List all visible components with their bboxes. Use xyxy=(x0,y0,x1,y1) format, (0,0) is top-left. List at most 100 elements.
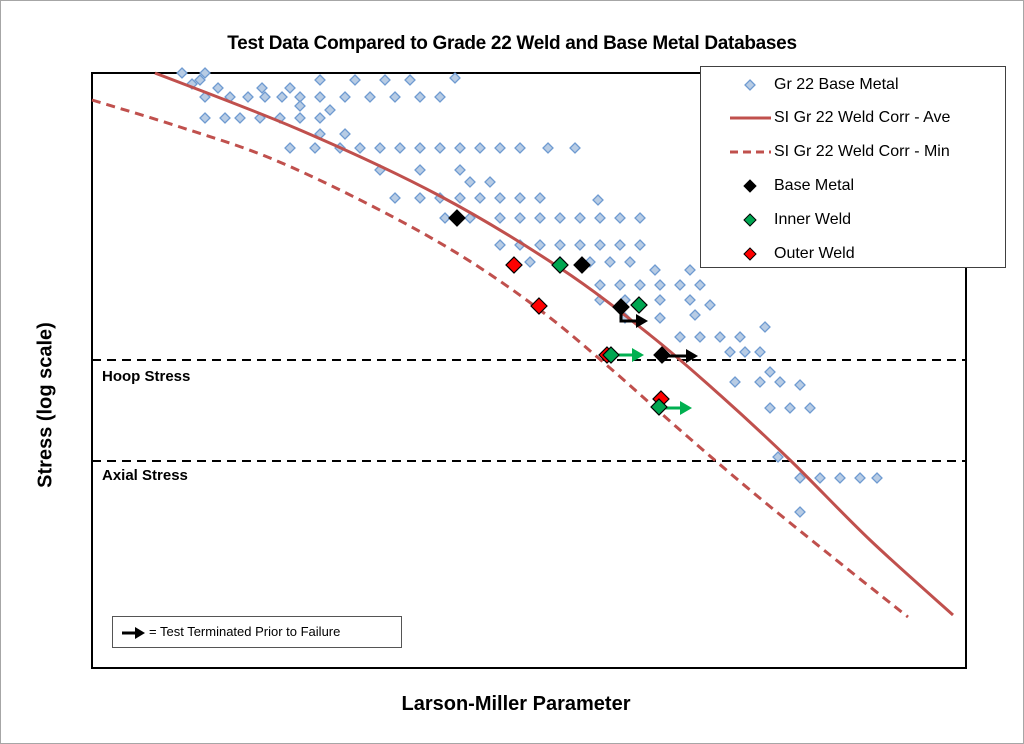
data-point xyxy=(724,346,736,358)
data-point xyxy=(624,256,636,268)
data-point xyxy=(514,212,526,224)
data-point xyxy=(569,142,581,154)
arrow-head-icon xyxy=(636,314,648,328)
data-point xyxy=(804,402,816,414)
data-point xyxy=(554,212,566,224)
test-point-inner-weld xyxy=(650,398,668,416)
data-point xyxy=(199,67,211,79)
data-point xyxy=(592,194,604,206)
data-point xyxy=(414,192,426,204)
data-point xyxy=(284,142,296,154)
data-point xyxy=(574,212,586,224)
data-point xyxy=(654,294,666,306)
data-point xyxy=(354,142,366,154)
chart-title: Test Data Compared to Grade 22 Weld and … xyxy=(227,33,797,54)
data-point xyxy=(554,239,566,251)
data-point xyxy=(309,142,321,154)
axial-stress-label: Axial Stress xyxy=(102,467,188,484)
data-point xyxy=(594,279,606,291)
data-point xyxy=(176,67,188,79)
data-point xyxy=(694,279,706,291)
data-point xyxy=(614,239,626,251)
data-point xyxy=(794,506,806,518)
data-point xyxy=(614,212,626,224)
data-point xyxy=(259,91,271,103)
x-axis-label: Larson-Miller Parameter xyxy=(401,693,631,715)
data-point xyxy=(704,299,716,311)
data-point xyxy=(684,294,696,306)
legend-item-base-metal: Base Metal xyxy=(701,169,1005,203)
test-point-inner-weld xyxy=(630,296,648,314)
data-point xyxy=(794,379,806,391)
data-point xyxy=(314,91,326,103)
test-point-base-metal xyxy=(448,209,466,227)
data-point xyxy=(276,91,288,103)
data-point xyxy=(389,91,401,103)
data-point xyxy=(794,472,806,484)
data-point xyxy=(634,239,646,251)
legend-item-gr22-base-metal: Gr 22 Base Metal xyxy=(701,68,1005,102)
data-point xyxy=(434,142,446,154)
data-point xyxy=(674,331,686,343)
legend-item-weld-corr-ave: SI Gr 22 Weld Corr - Ave xyxy=(701,101,1005,135)
data-point xyxy=(674,279,686,291)
data-point xyxy=(759,321,771,333)
data-point xyxy=(464,176,476,188)
data-point xyxy=(339,128,351,140)
legend-item-weld-corr-min: SI Gr 22 Weld Corr - Min xyxy=(701,135,1005,169)
test-point-base-metal xyxy=(653,346,671,364)
data-point xyxy=(389,192,401,204)
data-point xyxy=(324,104,336,116)
data-point xyxy=(414,91,426,103)
data-point xyxy=(494,212,506,224)
data-point xyxy=(339,91,351,103)
data-point xyxy=(649,264,661,276)
y-axis-label: Stress (log scale) xyxy=(34,322,57,488)
data-point xyxy=(684,264,696,276)
solid-line-icon xyxy=(730,116,771,120)
data-point xyxy=(542,142,554,154)
data-point xyxy=(494,239,506,251)
hoop-stress-label: Hoop Stress xyxy=(102,368,191,385)
data-point xyxy=(219,112,231,124)
runout-note-box: = Test Terminated Prior to Failure xyxy=(112,616,402,648)
data-point xyxy=(634,212,646,224)
diamond-green-icon xyxy=(743,213,757,227)
data-point xyxy=(534,192,546,204)
data-point xyxy=(871,472,883,484)
data-point xyxy=(594,239,606,251)
data-point xyxy=(474,142,486,154)
data-point xyxy=(449,72,461,84)
data-point xyxy=(739,346,751,358)
data-point xyxy=(614,279,626,291)
diamond-black-icon xyxy=(743,179,757,193)
data-point xyxy=(474,192,486,204)
data-point xyxy=(654,279,666,291)
data-point xyxy=(764,366,776,378)
data-point xyxy=(404,74,416,86)
data-point xyxy=(242,91,254,103)
data-point xyxy=(694,331,706,343)
data-point xyxy=(256,82,268,94)
data-point xyxy=(734,331,746,343)
data-point xyxy=(484,176,496,188)
data-point xyxy=(754,346,766,358)
data-point xyxy=(379,74,391,86)
test-point-outer-weld xyxy=(505,256,523,274)
data-point xyxy=(654,312,666,324)
data-point xyxy=(194,74,206,86)
data-point xyxy=(784,402,796,414)
data-point xyxy=(199,112,211,124)
data-point xyxy=(854,472,866,484)
data-point xyxy=(494,142,506,154)
data-point xyxy=(314,74,326,86)
data-point xyxy=(774,376,786,388)
data-point xyxy=(394,142,406,154)
test-points xyxy=(448,209,671,416)
data-point xyxy=(514,142,526,154)
diamond-red-icon xyxy=(743,247,757,261)
data-point xyxy=(634,279,646,291)
test-point-inner-weld xyxy=(551,256,569,274)
data-point xyxy=(714,331,726,343)
data-point xyxy=(604,256,616,268)
